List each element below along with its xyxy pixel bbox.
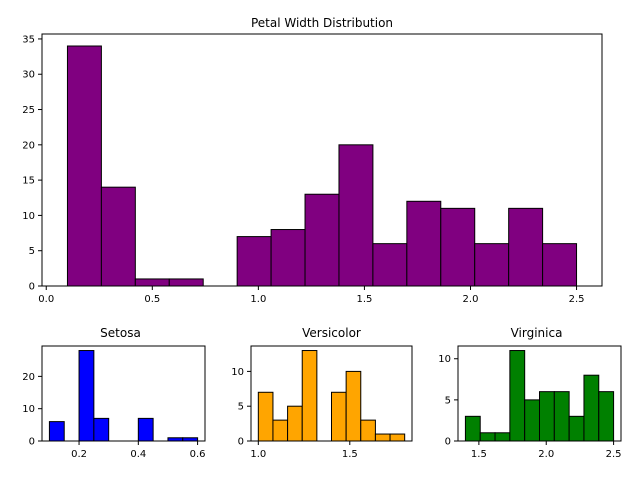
y-tick-label: 25 — [22, 105, 35, 116]
histogram-bar — [287, 405, 303, 442]
histogram-bar — [338, 144, 374, 287]
chart-title: Versicolor — [302, 326, 361, 340]
histogram-bar — [66, 45, 102, 287]
histogram-bar — [464, 415, 481, 442]
histogram-bar — [304, 193, 340, 287]
y-tick-label: 10 — [22, 404, 35, 415]
histogram-bar — [48, 421, 65, 442]
chart-title: Virginica — [511, 326, 563, 340]
histogram-bar — [360, 419, 376, 442]
histogram-bar — [331, 391, 347, 442]
histogram-bar — [134, 278, 170, 287]
x-tick-label: 1.5 — [471, 449, 487, 460]
y-tick-label: 10 — [438, 354, 451, 365]
axes-frame — [457, 345, 622, 442]
histogram-bar — [479, 432, 496, 442]
histogram-bar — [524, 399, 541, 442]
y-tick-label: 5 — [238, 402, 244, 413]
histogram-bar — [301, 350, 318, 442]
y-tick-label: 15 — [22, 176, 35, 187]
x-tick-label: 0.0 — [38, 294, 54, 305]
histogram-bar — [568, 415, 585, 442]
axes-frame — [250, 345, 413, 442]
x-tick-label: 0.2 — [71, 449, 87, 460]
histogram-bar — [93, 417, 110, 442]
x-tick-label: 2.5 — [569, 294, 585, 305]
x-tick-label: 2.0 — [538, 449, 554, 460]
chart-virginica: Virginica 1.5 2.0 2.5 0 5 10 — [438, 326, 621, 460]
y-tick-label: 0 — [29, 282, 35, 293]
x-tick-label: 0.4 — [130, 449, 146, 460]
x-tick-label: 1.0 — [250, 449, 266, 460]
histogram-bar — [440, 207, 476, 287]
histogram-bar — [474, 243, 510, 287]
histogram-bar — [583, 374, 600, 442]
y-tick-label: 35 — [22, 34, 35, 45]
histogram-bar — [137, 417, 154, 442]
chart-versicolor: Versicolor 1.0 1.5 0 5 10 — [231, 326, 413, 460]
axes-frame — [41, 345, 206, 442]
x-tick-label: 1.0 — [250, 294, 266, 305]
y-tick-label: 5 — [445, 395, 451, 406]
chart-title: Petal Width Distribution — [251, 16, 393, 30]
histogram-bar — [168, 278, 204, 287]
x-tick-label: 1.5 — [342, 449, 358, 460]
histogram-bar — [78, 350, 95, 442]
histogram-bar — [372, 243, 408, 287]
x-tick-label: 2.0 — [463, 294, 479, 305]
histogram-bar — [406, 200, 442, 287]
histogram-bar — [100, 186, 136, 287]
histogram-bar — [553, 391, 570, 442]
x-tick-label: 1.5 — [356, 294, 372, 305]
y-tick-label: 0 — [445, 437, 451, 448]
chart-setosa: Setosa 0.2 0.4 0.6 0 10 20 — [22, 326, 205, 460]
histogram-bar — [345, 370, 362, 442]
histogram-bar — [270, 229, 306, 287]
x-tick-label: 0.6 — [190, 449, 206, 460]
chart-petal-width: Petal Width Distribution 0.0 0.5 1.0 1.5 2.0… — [22, 16, 603, 305]
histogram-bar — [508, 207, 544, 287]
chart-title: Setosa — [100, 326, 141, 340]
histogram-bar — [236, 236, 272, 287]
histogram-bar — [509, 350, 526, 442]
histogram-bar — [542, 243, 578, 287]
y-tick-label: 20 — [22, 140, 35, 151]
histogram-bar — [389, 433, 406, 442]
y-tick-label: 0 — [29, 437, 35, 448]
y-tick-label: 20 — [22, 372, 35, 383]
y-tick-label: 10 — [22, 211, 35, 222]
histogram-bar — [272, 419, 289, 442]
histogram-bar — [257, 391, 274, 442]
axes-frame — [41, 33, 603, 287]
y-tick-label: 0 — [238, 437, 244, 448]
histogram-bar — [374, 433, 391, 442]
x-tick-label: 0.5 — [144, 294, 160, 305]
y-tick-label: 10 — [231, 367, 244, 378]
histogram-bar — [598, 391, 615, 442]
y-tick-label: 5 — [29, 246, 35, 257]
y-tick-label: 30 — [22, 70, 35, 81]
x-tick-label: 2.5 — [606, 449, 622, 460]
histogram-bar — [539, 391, 555, 442]
histogram-bar — [494, 432, 511, 442]
